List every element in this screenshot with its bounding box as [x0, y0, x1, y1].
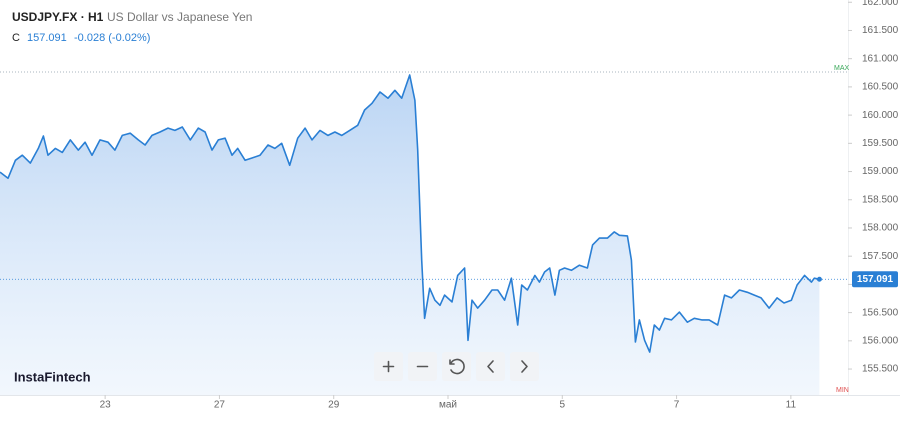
- current-price-label: 157.091: [857, 274, 894, 285]
- y-tick-label: 162.000: [862, 0, 899, 8]
- chart-title: USDJPY.FX · H1: [12, 10, 104, 24]
- zoom-out-button[interactable]: [408, 352, 437, 381]
- reset-button[interactable]: [442, 352, 471, 381]
- y-tick-label: 158.000: [862, 223, 899, 234]
- x-tick-label: 11: [786, 400, 797, 411]
- last-price: 157.091: [27, 32, 67, 44]
- x-tick-label: 27: [214, 400, 226, 411]
- x-tick-label: 7: [674, 400, 680, 411]
- zoom-in-button[interactable]: [374, 352, 403, 381]
- zoom-controls: [374, 352, 539, 381]
- min-label: MIN: [836, 387, 849, 394]
- x-tick-label: 5: [560, 400, 566, 411]
- y-tick-label: 161.000: [862, 53, 899, 64]
- scroll-left-button[interactable]: [476, 352, 505, 381]
- close-label: C: [12, 32, 20, 44]
- scroll-right-button[interactable]: [510, 352, 539, 381]
- y-tick-label: 157.500: [862, 251, 899, 262]
- x-tick-label: 23: [100, 400, 112, 411]
- y-tick-label: 161.500: [862, 25, 899, 36]
- current-price-tag: [852, 271, 898, 288]
- current-price-dot: [816, 276, 822, 282]
- y-tick-label: 159.500: [862, 138, 899, 149]
- y-tick-label: 155.500: [862, 364, 899, 375]
- y-tick-label: 159.000: [862, 166, 899, 177]
- max-label: MAX: [834, 65, 850, 72]
- brand: InstaFintech: [14, 369, 91, 384]
- chart-subtitle: US Dollar vs Japanese Yen: [107, 10, 252, 24]
- y-tick-label: 160.500: [862, 82, 899, 93]
- y-tick-label: 156.500: [862, 307, 899, 318]
- y-tick-label: 158.500: [862, 194, 899, 205]
- y-tick-label: 156.000: [862, 335, 899, 346]
- x-tick-label: 29: [328, 400, 340, 411]
- price-area: [0, 75, 820, 395]
- y-tick-label: 160.000: [862, 110, 899, 121]
- price-line: [0, 74, 820, 353]
- x-tick-label: май: [439, 400, 457, 411]
- price-change: -0.028 (-0.02%): [74, 32, 150, 44]
